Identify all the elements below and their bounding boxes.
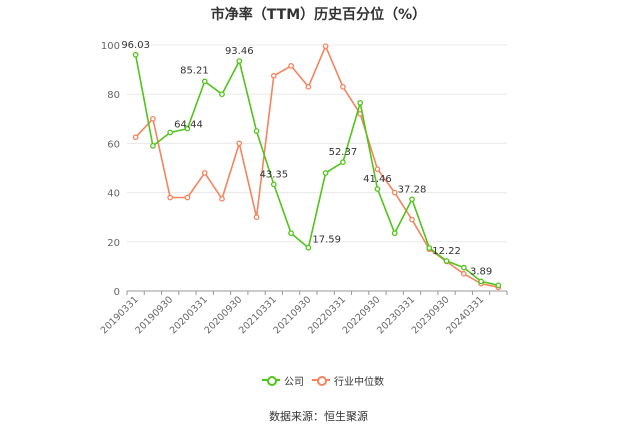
legend-line-icon	[312, 375, 330, 386]
data-label: 85.21	[180, 65, 209, 76]
point-industry-median	[184, 194, 191, 201]
legend-line-icon	[262, 375, 280, 386]
point-company	[426, 245, 433, 251]
axes: 0204060801002019033120190930202003312020…	[99, 41, 508, 336]
point-company	[253, 128, 260, 134]
data-label: 3.89	[470, 266, 492, 277]
x-tick-label: 20240331	[444, 294, 486, 336]
data-label: 12.22	[432, 246, 461, 257]
point-company	[201, 78, 208, 85]
point-company	[305, 244, 312, 251]
data-label: 64.44	[174, 119, 203, 130]
legend-label-industry-median: 行业中位数	[334, 376, 384, 388]
point-industry-median	[409, 216, 415, 223]
point-company	[150, 143, 156, 149]
point-company	[340, 159, 346, 166]
data-label: 37.28	[398, 184, 427, 195]
point-company	[357, 99, 364, 106]
point-company	[391, 230, 398, 237]
legend: 公司 行业中位数	[0, 371, 637, 389]
point-company	[236, 58, 243, 64]
data-label: 96.03	[121, 40, 150, 51]
point-company	[374, 186, 381, 192]
point-industry-median	[201, 170, 208, 176]
point-company	[409, 196, 415, 203]
point-industry-median	[340, 83, 346, 90]
point-industry-median	[288, 63, 294, 69]
data-source: 数据来源：恒生聚源	[269, 410, 368, 423]
series-line-company	[134, 54, 499, 287]
series-layer	[132, 43, 502, 291]
point-industry-median	[236, 140, 243, 147]
data-label: 41.46	[363, 174, 392, 185]
data-label: 43.35	[259, 169, 288, 180]
point-company	[322, 170, 329, 176]
point-company	[495, 282, 502, 289]
point-company	[167, 129, 174, 136]
y-tick-label: 0	[114, 287, 120, 298]
point-company	[478, 278, 484, 285]
point-company	[184, 125, 191, 132]
point-industry-median	[253, 214, 260, 221]
y-tick-label: 100	[101, 41, 120, 52]
point-industry-median	[322, 43, 329, 50]
y-tick-label: 60	[107, 139, 120, 150]
chart-title: 市净率（TTM）历史百分位（%）	[210, 7, 427, 23]
data-label: 93.46	[225, 46, 254, 57]
point-company	[288, 230, 294, 237]
point-industry-median	[374, 166, 381, 173]
point-company	[443, 258, 450, 264]
y-tick-label: 20	[107, 238, 120, 249]
data-labels: 96.03 64.44 85.21 93.46 43.35 17.59 52.37 41.46…	[121, 40, 492, 278]
legend-label-company: 公司	[284, 376, 304, 388]
data-label: 52.37	[329, 147, 358, 158]
point-industry-median	[167, 194, 174, 201]
point-company	[132, 51, 139, 58]
point-industry-median	[150, 115, 156, 122]
point-company	[460, 264, 467, 271]
y-tick-label: 40	[107, 189, 120, 200]
point-industry-median	[270, 72, 277, 79]
point-industry-median	[132, 134, 139, 141]
legend-item-company[interactable]: 公司	[262, 371, 304, 389]
point-company	[270, 181, 277, 188]
point-industry-median	[391, 189, 398, 196]
point-company	[219, 91, 225, 98]
grid-lines	[127, 44, 507, 243]
point-industry-median	[219, 195, 225, 202]
point-industry-median	[460, 270, 467, 277]
point-industry-median	[305, 83, 312, 90]
legend-item-industry-median[interactable]: 行业中位数	[312, 371, 384, 389]
y-tick-label: 80	[107, 90, 120, 101]
data-label: 17.59	[312, 235, 341, 246]
